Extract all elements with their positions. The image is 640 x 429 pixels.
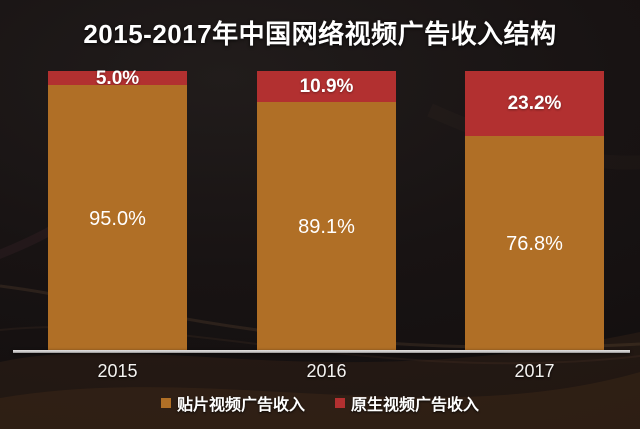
segment-preroll-2016: 89.1%: [257, 101, 396, 352]
segment-native-2017: 23.2%: [465, 71, 604, 137]
segment-preroll-2015: 95.0%: [48, 85, 187, 352]
legend-label-preroll: 贴片视频广告收入: [176, 397, 305, 414]
segment-preroll-2017: 76.8%: [465, 136, 604, 352]
legend-label-native: 原生视频广告收入: [351, 397, 480, 414]
data-label-preroll-2017: 76.8%: [506, 233, 563, 256]
legend-swatch-preroll-icon: [160, 398, 171, 408]
legend-item-native: 原生视频广告收入: [335, 391, 479, 415]
x-axis-line: [13, 350, 630, 353]
legend-swatch-native-icon: [335, 398, 345, 408]
bar-2016: 10.9% 89.1%: [257, 71, 396, 352]
x-tick-2015: 2015: [97, 361, 138, 381]
data-label-native-2017: 23.2%: [507, 93, 562, 115]
x-tick-2017: 2017: [514, 361, 555, 381]
x-tick-2016: 2016: [306, 361, 347, 381]
legend-item-preroll: 贴片视频广告收入: [160, 391, 305, 415]
segment-native-2015: 5.0%: [48, 67, 187, 89]
data-label-native-2016: 10.9%: [299, 75, 354, 97]
bar-2017: 23.2% 76.8%: [465, 71, 604, 352]
data-label-preroll-2016: 89.1%: [298, 215, 355, 238]
segment-native-2016: 10.9%: [257, 71, 396, 102]
chart-title: 2015-2017年中国网络视频广告收入结构: [83, 19, 557, 49]
data-label-preroll-2015: 95.0%: [89, 207, 146, 230]
legend: 贴片视频广告收入 原生视频广告收入: [0, 391, 640, 415]
data-label-native-2015: 5.0%: [95, 67, 140, 89]
bar-2015: 5.0% 95.0%: [48, 67, 187, 352]
